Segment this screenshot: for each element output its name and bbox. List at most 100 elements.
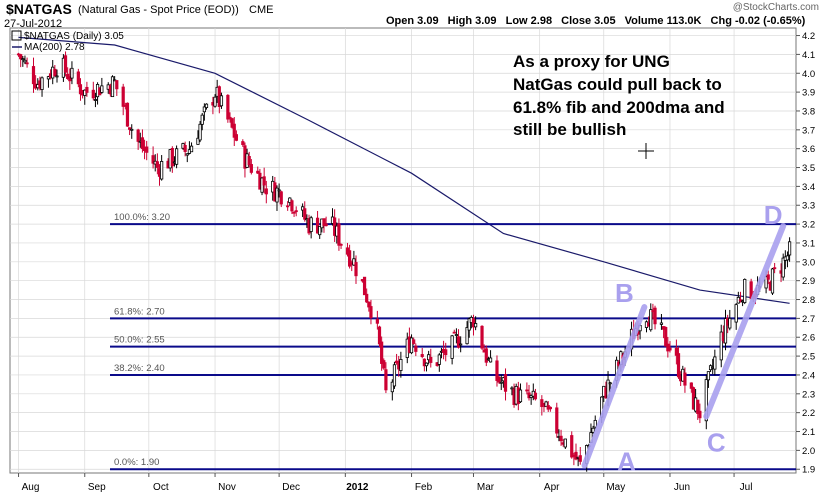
candle-body (480, 325, 484, 349)
candle-body (414, 345, 418, 352)
candle-body (450, 335, 454, 359)
candle-body (548, 406, 552, 410)
candle-body (544, 401, 548, 408)
candle-body (456, 336, 461, 348)
candle-body (713, 356, 717, 370)
quote-change: Chg -0.02 (-0.65%) (710, 15, 806, 27)
candle-body (337, 223, 341, 246)
candle-body (315, 217, 320, 234)
candle-body (510, 387, 514, 390)
candle-body (309, 217, 313, 232)
candle-body (136, 129, 140, 142)
candle-body (704, 379, 708, 422)
candle-body (322, 218, 326, 226)
abcd-label-d: D (764, 200, 783, 230)
candle-body (465, 327, 469, 345)
candle-body (213, 96, 217, 107)
candle-body (608, 382, 612, 385)
candle-body (151, 155, 155, 164)
candle-body (484, 348, 488, 363)
candle-body (676, 353, 681, 378)
candle-body (683, 372, 687, 386)
candle-body (232, 123, 236, 138)
quote-high: High 3.09 (447, 15, 497, 27)
annotation-line-4: still be bullish (513, 120, 626, 139)
y-tick-label: 4.1 (802, 50, 815, 61)
fib-label: 61.8%: 2.70 (114, 306, 165, 317)
y-tick-label: 2.0 (802, 446, 815, 457)
candle-body (318, 226, 322, 236)
candle-body (674, 347, 678, 356)
candle-body (578, 455, 582, 462)
legend-price: $NATGAS (Daily) 3.05 (24, 31, 124, 42)
x-tick-label: Jun (674, 482, 690, 493)
y-axis: 1.9 2.0 2.1 2.2 2.3 2.4 2.5 2.6 2.7 2.8 2.9 3.0 3.1 3… (796, 31, 815, 476)
candlestick-series (16, 51, 792, 472)
y-tick-label: 3.5 (802, 163, 815, 174)
candle-body (424, 362, 429, 367)
y-tick-label: 2.1 (802, 427, 815, 438)
candle-body (787, 241, 792, 256)
candle-body (770, 268, 775, 294)
y-tick-label: 2.4 (802, 370, 815, 381)
y-tick-label: 4.0 (802, 69, 815, 80)
candle-body (766, 274, 770, 280)
quote-close: Close 3.05 (561, 15, 616, 27)
candle-body (591, 427, 595, 433)
candle-body (555, 407, 559, 434)
candle-body (390, 381, 394, 393)
candle-body (384, 369, 388, 391)
legend-ma: MA(200) 2.78 (24, 42, 85, 53)
candle-body (185, 153, 189, 156)
candle-body (781, 257, 785, 278)
candle-body (234, 134, 239, 141)
candle-body (518, 389, 523, 403)
x-tick-label: Aug (22, 482, 40, 493)
candle-body (409, 337, 414, 354)
x-tick-label: Sep (88, 482, 106, 493)
annotation-line-2: NatGas could pull back to (513, 75, 722, 94)
candle-body (226, 94, 230, 120)
annotation-note: As a proxy for UNG NatGas could pull bac… (513, 52, 725, 139)
y-tick-label: 4.2 (802, 31, 815, 42)
y-tick-label: 3.3 (802, 201, 815, 212)
exchange-label: CME (249, 4, 274, 16)
crosshair-icon (638, 143, 654, 159)
candle-body (23, 59, 27, 63)
candle-body (200, 114, 204, 125)
candle-body (563, 438, 567, 448)
chart-date: 27-Jul-2012 (4, 18, 63, 30)
x-tick-label: Oct (153, 482, 169, 493)
candle-body (352, 258, 356, 266)
candle-body (429, 356, 433, 363)
candle-body (689, 382, 693, 389)
candle-body (140, 137, 145, 150)
quote-low: Low 2.98 (505, 15, 553, 27)
candle-body (279, 191, 283, 205)
candle-body (773, 267, 777, 270)
y-tick-label: 2.8 (802, 295, 815, 306)
candle-body (533, 392, 538, 400)
y-tick-label: 3.2 (802, 220, 815, 231)
candle-body (130, 128, 134, 131)
candle-body (362, 276, 367, 296)
candle-body (764, 276, 768, 289)
candle-body (574, 451, 578, 460)
candle-body (25, 62, 29, 65)
candle-body (63, 55, 68, 73)
candle-body (40, 77, 44, 90)
candle-body (115, 80, 119, 90)
candle-body (444, 349, 448, 356)
candle-body (525, 389, 529, 392)
candle-body (121, 86, 125, 107)
candle-body (706, 371, 711, 381)
y-tick-label: 1.9 (802, 465, 815, 476)
candle-body (277, 189, 281, 192)
y-tick-label: 3.6 (802, 144, 815, 155)
x-tick-label: Feb (415, 482, 433, 493)
y-tick-label: 2.2 (802, 408, 815, 419)
candle-body (145, 146, 149, 153)
candle-body (422, 358, 426, 367)
candle-body (382, 360, 386, 369)
candle-body (459, 343, 463, 346)
